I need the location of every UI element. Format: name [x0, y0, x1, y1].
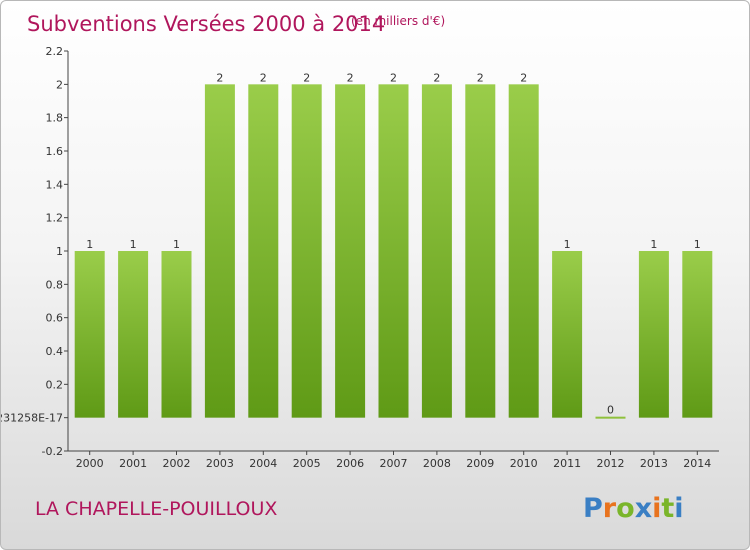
x-tick-label-2002: 2002 [163, 457, 191, 470]
data-label-2013: 1 [650, 238, 657, 251]
y-tick-label: 0.6 [46, 312, 64, 325]
bar-2013 [638, 251, 669, 418]
x-tick-label-2013: 2013 [640, 457, 668, 470]
data-label-2000: 1 [86, 238, 93, 251]
x-axis-ticks: 2000 2001 2002 2003 2004 2005 2006 2007 2008 2009… [76, 451, 711, 470]
y-tick-label: 0.2 [46, 378, 64, 391]
bar-2001 [118, 251, 149, 418]
data-label-2011: 1 [564, 238, 571, 251]
commune-name: LA CHAPELLE-POUILLOUX [35, 498, 277, 520]
bar-2012 [595, 416, 626, 419]
y-tick-label: 1.4 [46, 178, 64, 191]
y-tick-label: -0.2 [42, 445, 63, 458]
data-label-2008: 2 [433, 71, 440, 84]
x-tick-label-2007: 2007 [380, 457, 408, 470]
x-tick-label-2001: 2001 [119, 457, 147, 470]
y-tick-label: 1.6 [46, 145, 64, 158]
x-tick-label-2005: 2005 [293, 457, 321, 470]
data-label-2009: 2 [477, 71, 484, 84]
bar-2007 [378, 84, 409, 418]
y-tick-label: 1.2 [46, 212, 64, 225]
x-tick-label-2012: 2012 [597, 457, 625, 470]
bar-2011 [552, 251, 583, 418]
x-tick-label-2006: 2006 [336, 457, 364, 470]
bar-2005 [291, 84, 322, 418]
y-tick-label: 1.8 [46, 112, 64, 125]
bars-group: 1 1 1 2 2 2 2 2 2 2 2 1 0 1 1 [74, 71, 713, 419]
data-label-2001: 1 [130, 238, 137, 251]
bar-2004 [248, 84, 279, 418]
data-label-2010: 2 [520, 71, 527, 84]
y-tick-label: -5.5511151231258E-17 [1, 412, 63, 425]
bar-2000 [74, 251, 105, 418]
x-tick-label-2010: 2010 [510, 457, 538, 470]
x-tick-label-2003: 2003 [206, 457, 234, 470]
y-tick-label: 0.4 [46, 345, 64, 358]
data-label-2003: 2 [216, 71, 223, 84]
data-label-2007: 2 [390, 71, 397, 84]
chart-unit-note: (en milliers d'€) [351, 14, 445, 28]
y-tick-label: 1 [56, 245, 63, 258]
chart-title: Subventions Versées 2000 à 2014 [27, 12, 385, 36]
proxiti-logo: Proxiti [583, 493, 684, 524]
x-tick-label-2009: 2009 [466, 457, 494, 470]
bar-2010 [508, 84, 539, 418]
data-label-2004: 2 [260, 71, 267, 84]
y-tick-label: 2.2 [46, 45, 64, 58]
data-label-2006: 2 [347, 71, 354, 84]
data-label-2002: 1 [173, 238, 180, 251]
data-label-2005: 2 [303, 71, 310, 84]
y-tick-label: 2 [56, 78, 63, 91]
bar-2003 [204, 84, 235, 418]
y-axis-ticks: -0.2 -5.5511151231258E-17 0.2 0.4 0.6 0.8 1 1.2… [1, 45, 68, 458]
x-tick-label-2014: 2014 [683, 457, 711, 470]
logo-text: Proxiti [583, 493, 684, 524]
data-label-2012: 0 [607, 404, 614, 417]
data-label-2014: 1 [694, 238, 701, 251]
x-tick-label-2008: 2008 [423, 457, 451, 470]
y-tick-label: 0.8 [46, 278, 64, 291]
bar-2006 [335, 84, 366, 418]
bar-2008 [421, 84, 452, 418]
x-tick-label-2000: 2000 [76, 457, 104, 470]
bar-2009 [465, 84, 496, 418]
x-tick-label-2011: 2011 [553, 457, 581, 470]
bar-2014 [682, 251, 713, 418]
x-tick-label-2004: 2004 [249, 457, 277, 470]
bar-2002 [161, 251, 192, 418]
